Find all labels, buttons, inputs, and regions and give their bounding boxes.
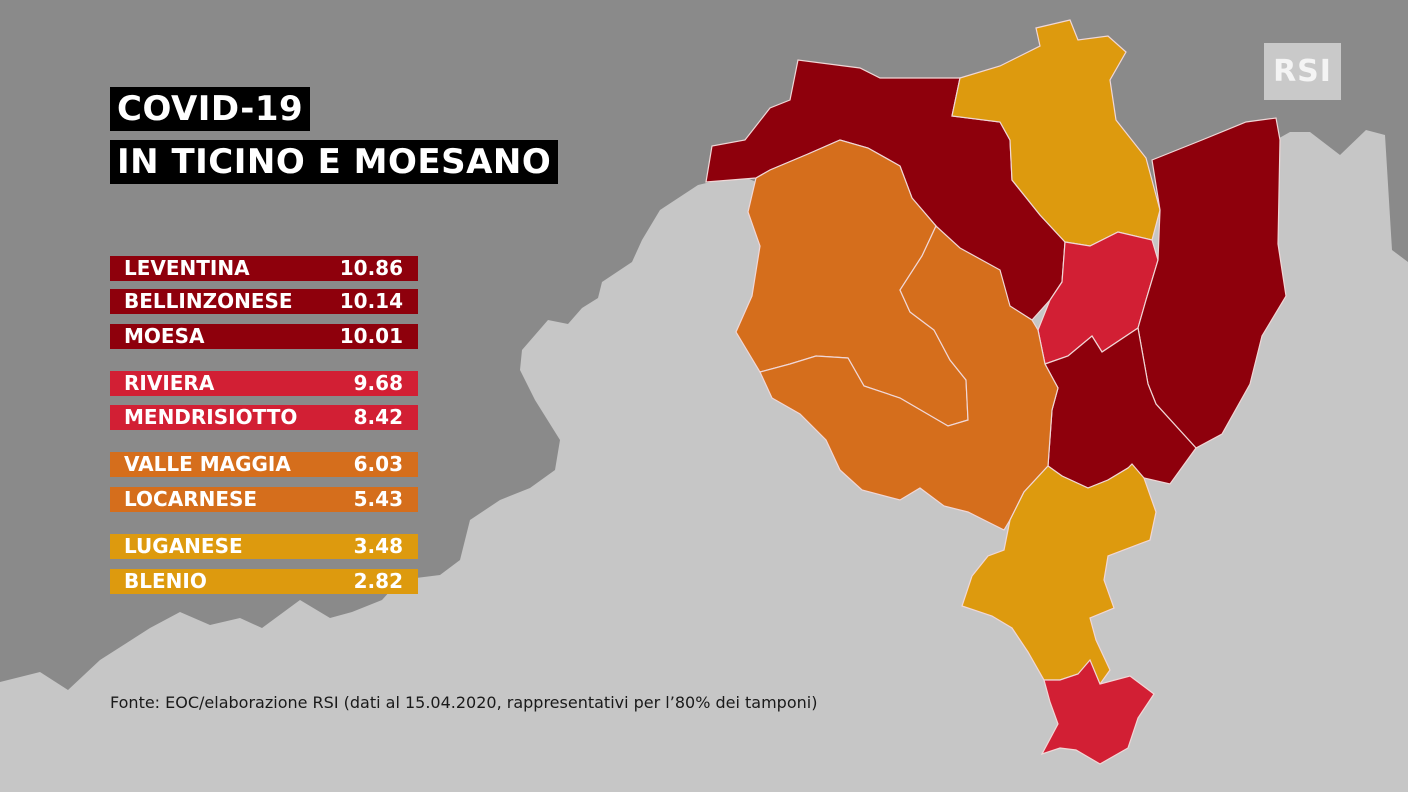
- region-locarnese: [759, 225, 1059, 531]
- legend-name: BELLINZONESE: [124, 289, 293, 313]
- legend-value: 10.01: [339, 324, 403, 348]
- legend-name: BLENIO: [124, 569, 207, 593]
- legend-name: VALLE MAGGIA: [124, 452, 291, 476]
- legend-value: 9.68: [353, 371, 403, 395]
- legend-row-moesa: MOESA 10.01: [110, 324, 418, 349]
- legend-row-mendrisiotto: MENDRISIOTTO 8.42: [110, 405, 418, 430]
- legend-row-blenio: BLENIO 2.82: [110, 569, 418, 594]
- legend-value: 10.86: [339, 256, 403, 280]
- legend-value: 8.42: [353, 405, 403, 429]
- legend-value: 10.14: [339, 289, 403, 313]
- legend-value: 6.03: [353, 452, 403, 476]
- legend-row-locarnese: LOCARNESE 5.43: [110, 487, 418, 512]
- legend-value: 2.82: [353, 569, 403, 593]
- legend-name: LOCARNESE: [124, 487, 258, 511]
- legend-name: RIVIERA: [124, 371, 215, 395]
- legend-row-valle-maggia: VALLE MAGGIA 6.03: [110, 452, 418, 477]
- legend-row-bellinzonese: BELLINZONESE 10.14: [110, 289, 418, 314]
- legend-name: LEVENTINA: [124, 256, 250, 280]
- source-note: Fonte: EOC/elaborazione RSI (dati al 15.…: [110, 693, 818, 712]
- title-line-2: IN TICINO E MOESANO: [110, 140, 559, 184]
- legend-name: MENDRISIOTTO: [124, 405, 298, 429]
- region-moesa: [1137, 117, 1287, 449]
- rsi-logo: RSI: [1264, 43, 1341, 100]
- legend-row-luganese: LUGANESE 3.48: [110, 534, 418, 559]
- legend-value: 5.43: [353, 487, 403, 511]
- region-blenio: [951, 19, 1161, 247]
- region-mendrisiotto: [1040, 658, 1155, 765]
- region-luganese: [961, 463, 1157, 685]
- legend-name: MOESA: [124, 324, 205, 348]
- legend-value: 3.48: [353, 534, 403, 558]
- legend-name: LUGANESE: [124, 534, 243, 558]
- legend-row-riviera: RIVIERA 9.68: [110, 371, 418, 396]
- legend-row-leventina: LEVENTINA 10.86: [110, 256, 418, 281]
- title-line-1: COVID-19: [110, 87, 311, 131]
